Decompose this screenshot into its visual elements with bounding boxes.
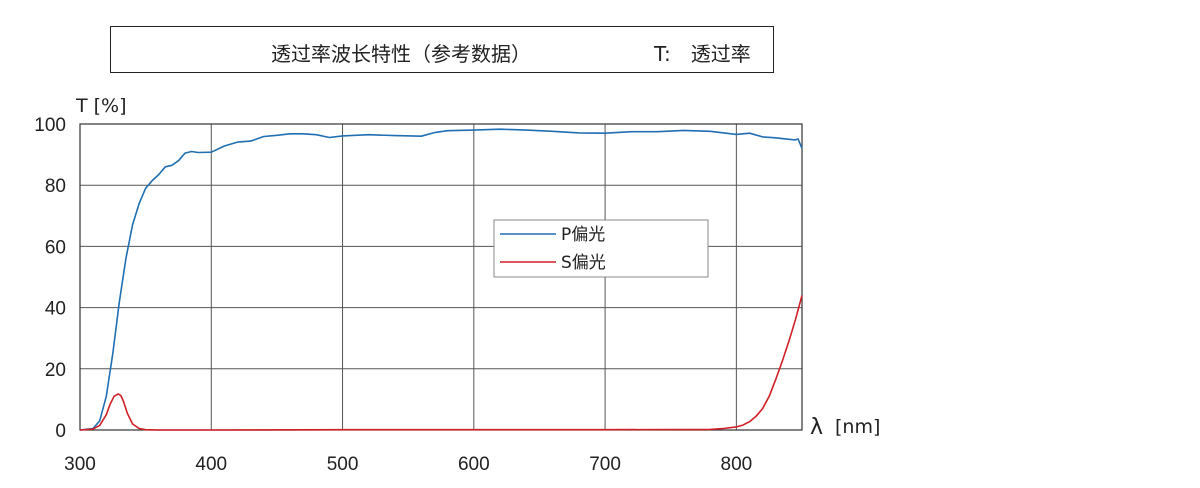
chart-note: T: 透过率 bbox=[654, 42, 751, 66]
y-tick-label: 0 bbox=[55, 421, 66, 442]
y-tick-label: 60 bbox=[45, 237, 66, 258]
series-lines bbox=[79, 128, 803, 431]
y-tick-label: 20 bbox=[45, 360, 66, 381]
legend-label-p: P偏光 bbox=[561, 225, 605, 245]
legend: P偏光 S偏光 bbox=[493, 219, 709, 278]
series-line-p bbox=[79, 128, 803, 431]
x-tick-label: 400 bbox=[195, 454, 227, 475]
y-tick-label: 80 bbox=[45, 176, 66, 197]
legend-label-s: S偏光 bbox=[561, 253, 606, 273]
chart-title: 透过率波长特性（参考数据） bbox=[271, 42, 531, 66]
y-tick-label: 40 bbox=[45, 299, 66, 320]
x-axis-label: λ bbox=[810, 415, 823, 440]
series-line-s bbox=[79, 295, 803, 431]
y-axis-label: T [%] bbox=[75, 95, 127, 117]
x-tick-label: 700 bbox=[589, 454, 621, 475]
tick-labels: 300 400 500 600 700 800 0 20 40 60 80 100 bbox=[34, 115, 752, 475]
x-tick-label: 300 bbox=[64, 454, 96, 475]
x-tick-label: 800 bbox=[721, 454, 753, 475]
x-tick-label: 500 bbox=[327, 454, 359, 475]
legend-box bbox=[493, 219, 709, 278]
title-box: 透过率波长特性（参考数据） T: 透过率 bbox=[110, 26, 774, 73]
y-tick-label: 100 bbox=[34, 115, 66, 136]
x-axis-unit: [nm] bbox=[835, 416, 880, 438]
x-tick-label: 600 bbox=[458, 454, 490, 475]
